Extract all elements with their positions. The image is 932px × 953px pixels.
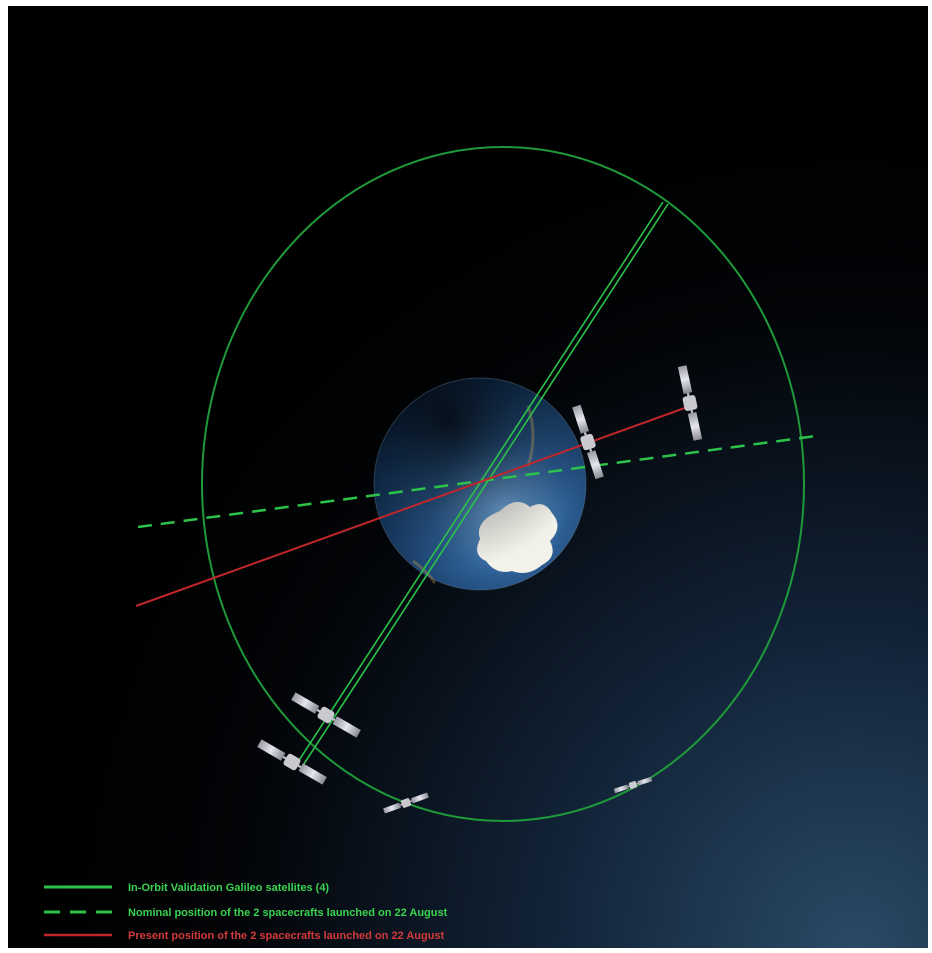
present-position-line bbox=[135, 404, 694, 607]
iov-orbit-line bbox=[293, 201, 669, 771]
orbit-ellipse bbox=[201, 146, 805, 822]
legend-label-present: Present position of the 2 spacecrafts la… bbox=[128, 930, 445, 942]
legend-item-present: Present position of the 2 spacecrafts la… bbox=[44, 930, 445, 942]
legend-label-iov: In-Orbit Validation Galileo satellites (… bbox=[128, 882, 329, 894]
diagram-svg: In-Orbit Validation Galileo satellites (… bbox=[8, 6, 928, 948]
legend-item-nominal: Nominal position of the 2 spacecrafts la… bbox=[44, 907, 448, 919]
legend-label-nominal: Nominal position of the 2 spacecrafts la… bbox=[128, 907, 448, 919]
orbit-diagram: In-Orbit Validation Galileo satellites (… bbox=[8, 6, 928, 948]
legend-item-iov: In-Orbit Validation Galileo satellites (… bbox=[44, 882, 329, 894]
legend: In-Orbit Validation Galileo satellites (… bbox=[44, 882, 448, 942]
